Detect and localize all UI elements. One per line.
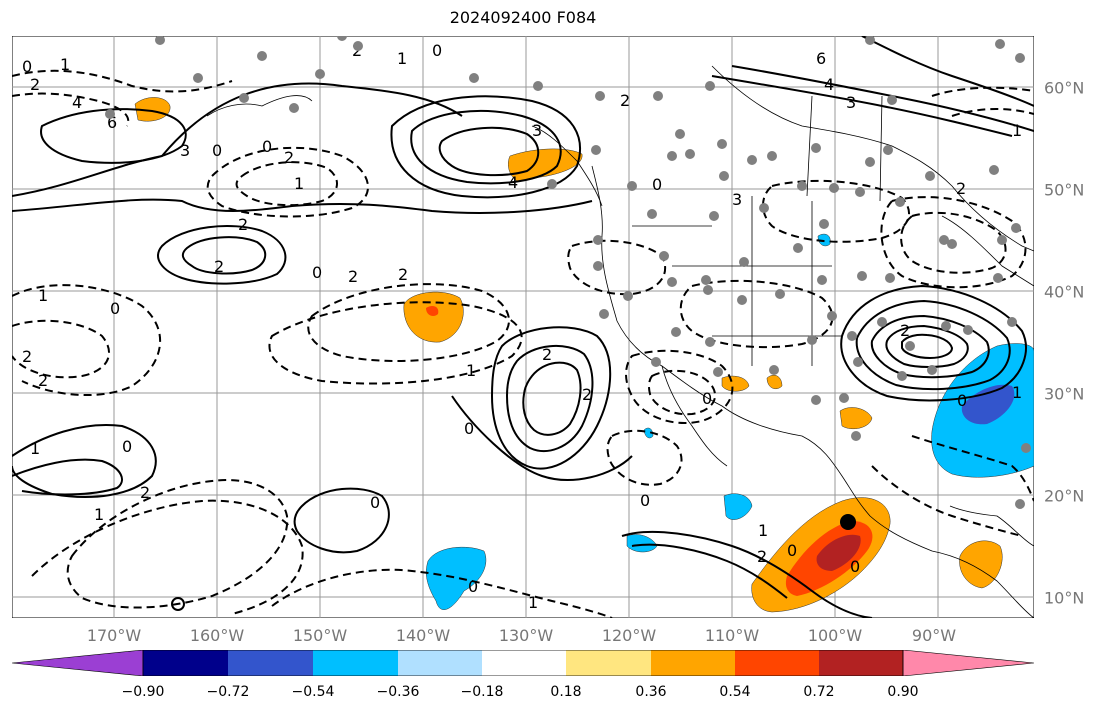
map-panel: 012 463 002 102 143 203 643 220 221 022 … — [11, 31, 1035, 622]
contours-positive — [11, 35, 1035, 619]
svg-text:1: 1 — [30, 439, 40, 458]
contour-labels: 012 463 002 102 143 203 643 220 221 022 … — [22, 41, 1022, 612]
svg-text:3: 3 — [532, 121, 542, 140]
lon-label-140w: 140°W — [395, 626, 451, 645]
marker-dot — [840, 514, 856, 530]
svg-text:2: 2 — [620, 91, 630, 110]
svg-text:0: 0 — [262, 137, 272, 156]
svg-text:0: 0 — [850, 557, 860, 576]
svg-text:3: 3 — [180, 141, 190, 160]
lon-label-170w: 170°W — [86, 626, 142, 645]
svg-text:6: 6 — [816, 49, 826, 68]
svg-text:0: 0 — [640, 491, 650, 510]
lon-label-150w: 150°W — [292, 626, 348, 645]
svg-text:2: 2 — [140, 483, 150, 502]
svg-text:2: 2 — [757, 547, 767, 566]
colorbar-tick: 0.72 — [803, 684, 835, 700]
svg-text:3: 3 — [846, 93, 856, 112]
colorbar-tick: 0.36 — [635, 684, 667, 700]
shaded-anomalies — [134, 97, 1035, 613]
svg-text:0: 0 — [957, 391, 967, 410]
colorbar-svg — [11, 649, 1035, 677]
lon-label-90w: 90°W — [911, 626, 957, 645]
svg-text:1: 1 — [38, 286, 48, 305]
svg-text:1: 1 — [60, 55, 70, 74]
svg-text:0: 0 — [468, 577, 478, 596]
svg-text:4: 4 — [824, 75, 834, 94]
svg-text:0: 0 — [212, 141, 222, 160]
svg-text:2: 2 — [900, 321, 910, 340]
station-dots — [105, 31, 1031, 509]
lat-label-60n: 60°N — [1044, 78, 1085, 98]
svg-text:2: 2 — [956, 179, 966, 198]
contours-negative — [11, 69, 1035, 619]
svg-text:0: 0 — [702, 389, 712, 408]
svg-text:1: 1 — [397, 49, 407, 68]
lon-label-120w: 120°W — [601, 626, 657, 645]
svg-text:2: 2 — [22, 347, 32, 366]
colorbar-tick: −0.90 — [121, 684, 165, 700]
map-title: 2024092400 F084 — [449, 8, 597, 27]
svg-text:6: 6 — [107, 113, 117, 132]
svg-text:0: 0 — [432, 41, 442, 60]
lat-label-20n: 20°N — [1044, 486, 1085, 506]
colorbar-tick: −0.18 — [460, 684, 504, 700]
svg-text:4: 4 — [508, 173, 518, 192]
colorbar-tick: −0.54 — [291, 684, 335, 700]
svg-text:2: 2 — [542, 345, 552, 364]
svg-text:0: 0 — [122, 437, 132, 456]
svg-text:2: 2 — [398, 265, 408, 284]
coastlines — [206, 65, 1035, 619]
svg-text:1: 1 — [466, 361, 476, 380]
svg-text:2: 2 — [284, 148, 294, 167]
colorbar-tick: 0.90 — [887, 684, 919, 700]
svg-text:2: 2 — [582, 385, 592, 404]
svg-text:0: 0 — [312, 263, 322, 282]
svg-text:4: 4 — [72, 93, 82, 112]
svg-text:0: 0 — [652, 175, 662, 194]
lon-label-100w: 100°W — [807, 626, 863, 645]
svg-text:0: 0 — [22, 57, 32, 76]
svg-text:1: 1 — [1012, 121, 1022, 140]
lon-label-160w: 160°W — [189, 626, 245, 645]
contour-ring — [171, 597, 185, 611]
svg-text:0: 0 — [110, 299, 120, 318]
colorbar-tick: −0.72 — [206, 684, 250, 700]
svg-text:2: 2 — [30, 75, 40, 94]
svg-text:1: 1 — [758, 521, 768, 540]
svg-text:3: 3 — [732, 190, 742, 209]
svg-text:2: 2 — [214, 257, 224, 276]
svg-text:2: 2 — [238, 215, 248, 234]
svg-text:2: 2 — [348, 267, 358, 286]
svg-text:1: 1 — [1012, 383, 1022, 402]
lon-label-110w: 110°W — [704, 626, 760, 645]
lon-label-130w: 130°W — [498, 626, 554, 645]
colorbar-tick: 0.54 — [719, 684, 751, 700]
svg-text:0: 0 — [370, 493, 380, 512]
svg-text:1: 1 — [528, 593, 538, 612]
lat-label-10n: 10°N — [1044, 588, 1085, 608]
svg-text:1: 1 — [94, 505, 104, 524]
svg-text:0: 0 — [464, 419, 474, 438]
lat-label-50n: 50°N — [1044, 180, 1085, 200]
colorbar-tick: 0.18 — [550, 684, 582, 700]
svg-text:2: 2 — [38, 371, 48, 390]
colorbar — [11, 649, 1035, 680]
colorbar-tick: −0.36 — [376, 684, 420, 700]
map-svg: 012 463 002 102 143 203 643 220 221 022 … — [11, 31, 1035, 619]
svg-text:1: 1 — [294, 174, 304, 193]
lat-label-40n: 40°N — [1044, 282, 1085, 302]
svg-text:0: 0 — [787, 541, 797, 560]
lat-label-30n: 30°N — [1044, 384, 1085, 404]
graticule — [12, 36, 1034, 618]
